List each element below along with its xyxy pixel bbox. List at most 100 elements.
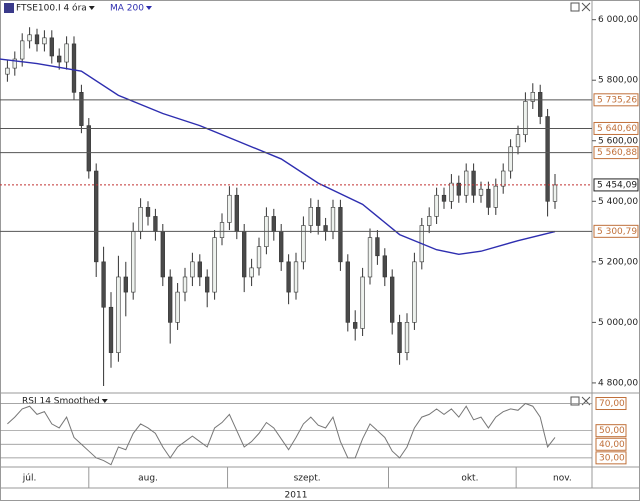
candle-body [116,276,121,353]
candle-body [42,37,47,45]
candle-body [360,276,365,329]
level-label: 5 735,26 [597,95,637,105]
x-tick-label: júl. [22,474,37,484]
level-label-box [593,121,639,135]
candle-body [501,170,506,187]
x-tick-label: aug. [138,474,158,484]
candle-body [323,225,328,232]
candle-body [197,261,202,278]
y-tick-label: 6 000,00 [598,15,638,25]
y-tick-label: 5 600,00 [598,136,638,146]
level-label: 5 300,79 [597,227,637,237]
candle-body [234,194,239,232]
candle-body [219,222,225,238]
candle-body [34,34,40,45]
candle-body [493,185,498,208]
candle-body [353,322,358,329]
plot [0,27,558,386]
level-label-box [593,178,639,192]
y-tick-label: 50,00 [599,426,625,436]
candle-body [227,194,232,223]
tick-label-box [595,451,627,465]
candle-body [486,188,491,208]
candle-body [131,231,136,293]
candle-body [412,261,417,323]
candle-body [5,67,10,75]
candle-body [404,322,410,353]
candle-body [249,267,254,278]
level-label: 5 640,60 [597,124,637,134]
candle-body [330,207,336,232]
candle-body [86,125,91,172]
level-label: 5 560,88 [597,148,637,158]
candle-body [57,55,62,63]
candle-body [12,58,17,69]
candle-body [212,237,217,293]
maximize-button[interactable] [570,2,580,12]
tick-label-box [595,437,627,451]
dropdown-arrow [101,399,108,403]
candle-body [523,101,528,136]
candle-body [293,261,299,293]
level-label-box [593,224,639,238]
chart-title[interactable]: RSI 14 Smoothed [22,397,100,407]
symbol-icon [4,3,14,13]
candle-body [64,43,69,63]
level-label: 5 454,09 [597,180,637,190]
candle-body [101,261,106,308]
candle-body [168,276,173,323]
tick-label-box [595,424,627,438]
candle-body [508,146,513,172]
candle-body [345,261,350,323]
candle-body [471,170,476,196]
y-tick-label: 70,00 [599,399,625,409]
ma-line [0,58,556,255]
candle-body [49,37,54,57]
candle-body [160,231,165,278]
candle-body [464,170,469,196]
tick-label-box [595,397,627,411]
candle-body [308,207,313,226]
y-tick-label: 5 400,00 [598,197,638,207]
candle-body [427,216,432,226]
dropdown-arrow [145,6,152,10]
candle-body [138,207,143,232]
candle-body [175,291,180,323]
candle-body [242,231,247,278]
y-tick-label: 30,00 [599,453,625,463]
candle-body [552,184,558,202]
legend-entry[interactable]: MA 200 [110,4,144,14]
y-tick-label: 40,00 [599,440,625,450]
x-axis-label: 2011 [285,491,308,501]
candle-body [182,276,188,293]
close-button[interactable] [581,2,591,12]
candle-body [515,134,521,148]
candle-body [478,188,484,196]
candle-body [271,216,276,232]
y-tick-label: 4 800,00 [598,378,638,388]
chart-title[interactable]: FTSE100.I 4 óra [16,3,87,14]
candle-body [27,34,32,42]
candle-body [456,182,461,196]
candle-body [382,255,387,278]
level-label-box [593,146,639,160]
candle-body [94,170,99,263]
candle-body [108,306,114,353]
candle-body [301,225,306,263]
candle-body [434,194,439,217]
candle-body [538,92,543,117]
maximize-button[interactable] [570,396,580,406]
candle-body [279,231,284,263]
candle-body [286,261,291,293]
candle-body [79,92,84,126]
candle-body [71,43,77,93]
candle-body [20,40,25,60]
candle-body [449,182,454,202]
candle-body [390,276,395,323]
x-tick-label: okt. [461,474,478,484]
candle-body [375,237,380,257]
candle-body [123,276,128,293]
candle-body [545,116,550,202]
candle-body [153,216,158,232]
